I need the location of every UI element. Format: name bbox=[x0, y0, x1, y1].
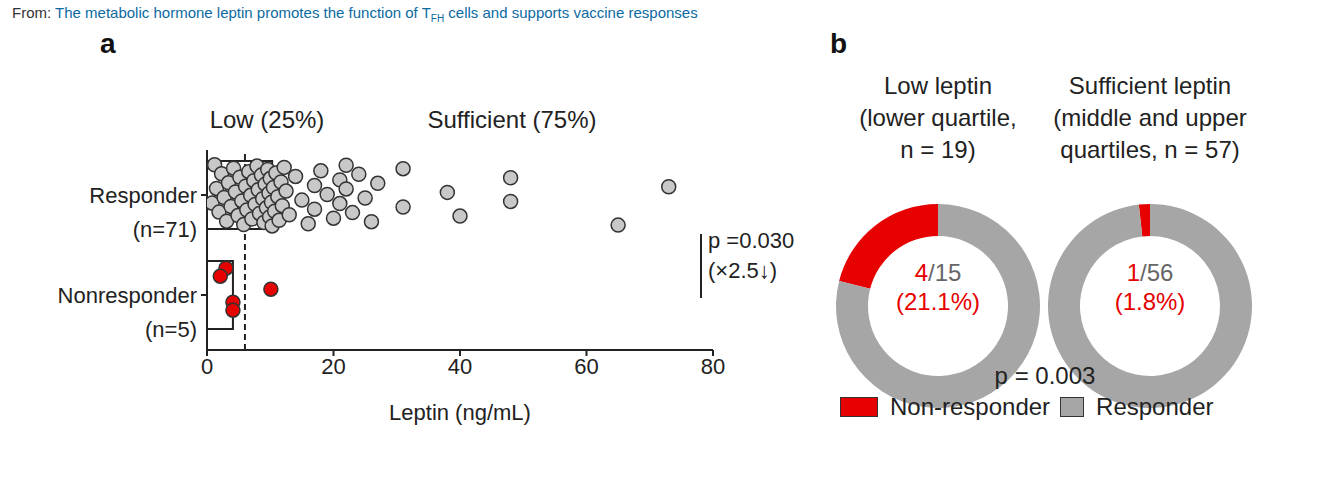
html-text:(21.1%): (21.1%) bbox=[896, 288, 980, 315]
html-text:Responder: Responder bbox=[1096, 393, 1214, 420]
html-text:(lower quartile,: (lower quartile, bbox=[859, 104, 1017, 131]
html-text:4 / 15: 4 / 15 bbox=[914, 259, 962, 286]
html-text:(×2.5↓): (×2.5↓) bbox=[708, 258, 778, 283]
svg-text:80: 80 bbox=[701, 354, 725, 379]
html-text:(1.8%): (1.8%) bbox=[1114, 288, 1186, 315]
html-text:1 / 56: 1 / 56 bbox=[1126, 259, 1174, 286]
html-text:a: a bbox=[100, 28, 116, 59]
html-text:Sufficient leptin: Sufficient leptin bbox=[1068, 72, 1232, 99]
svg-text:60: 60 bbox=[574, 354, 598, 379]
html-text:p =0.030: p =0.030 bbox=[708, 228, 795, 253]
html-text:Low (25%): Low (25%) bbox=[209, 106, 325, 133]
svg-text:40: 40 bbox=[448, 354, 472, 379]
svg-text:(n=5): (n=5) bbox=[145, 317, 197, 342]
svg-text:0: 0 bbox=[201, 354, 213, 379]
svg-text:(n=71): (n=71) bbox=[133, 217, 197, 242]
html-text:p = 0.003: p = 0.003 bbox=[994, 362, 1096, 389]
html-text:Low leptin: Low leptin bbox=[884, 72, 992, 99]
html-text:b: b bbox=[830, 28, 848, 59]
html-text:quartiles, n = 57): quartiles, n = 57) bbox=[1060, 136, 1240, 163]
html-text:n = 19): n = 19) bbox=[900, 136, 976, 163]
html-text:(middle and upper: (middle and upper bbox=[1053, 104, 1247, 131]
html-text:Sufficient (75%): Sufficient (75%) bbox=[427, 106, 597, 133]
svg-text:Nonresponder: Nonresponder bbox=[58, 283, 197, 308]
html-text:From: The metabolic hormone le: From: The metabolic hormone leptin promo… bbox=[12, 4, 698, 24]
svg-text:Leptin (ng/mL): Leptin (ng/mL) bbox=[389, 400, 531, 425]
svg-text:20: 20 bbox=[321, 354, 345, 379]
html-text:Non-responder: Non-responder bbox=[890, 393, 1051, 420]
svg-text:Responder: Responder bbox=[89, 183, 197, 208]
